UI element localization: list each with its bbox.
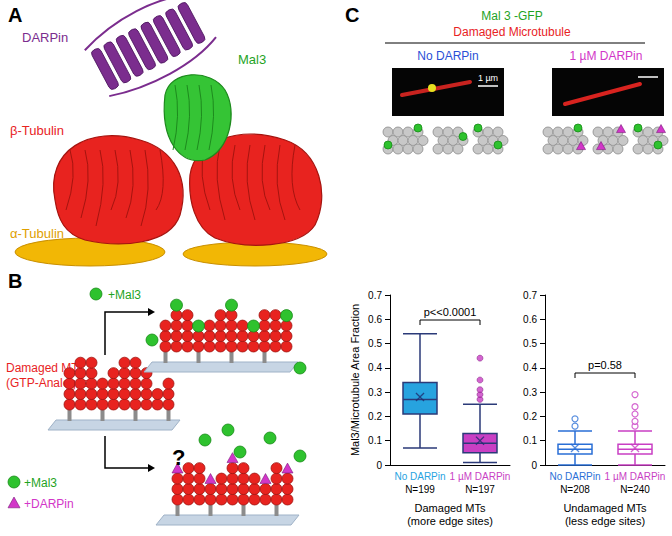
- svg-text:0.7: 0.7: [523, 290, 537, 301]
- svg-text:0.2: 0.2: [523, 411, 537, 422]
- svg-text:Undamaged MTs: Undamaged MTs: [563, 502, 647, 514]
- svg-text:Damaged MTs: Damaged MTs: [415, 502, 486, 514]
- svg-text:0.4: 0.4: [523, 362, 537, 373]
- svg-text:p=0.58: p=0.58: [588, 359, 622, 371]
- svg-text:α-Tubulin: α-Tubulin: [10, 226, 64, 241]
- svg-text:A: A: [8, 4, 22, 26]
- svg-text:N=208: N=208: [560, 484, 590, 495]
- svg-text:?: ?: [172, 445, 185, 470]
- svg-text:Damaged MT: Damaged MT: [6, 361, 79, 375]
- svg-text:(less edge sites): (less edge sites): [565, 515, 645, 527]
- svg-text:0.2: 0.2: [368, 411, 382, 422]
- svg-text:0.4: 0.4: [368, 362, 382, 373]
- svg-text:0.1: 0.1: [523, 435, 537, 446]
- svg-text:0.3: 0.3: [523, 387, 537, 398]
- svg-text:1 µm: 1 µm: [478, 73, 498, 83]
- svg-text:0.5: 0.5: [368, 338, 382, 349]
- svg-text:1 µM DARPin: 1 µM DARPin: [570, 49, 643, 63]
- svg-text:1 µM DARPin: 1 µM DARPin: [450, 471, 511, 482]
- svg-text:No DARPin: No DARPin: [394, 471, 445, 482]
- svg-text:Mal 3 -GFP: Mal 3 -GFP: [481, 9, 542, 23]
- svg-text:(GTP-Analogue): (GTP-Analogue): [6, 376, 94, 390]
- svg-text:+Mal3: +Mal3: [24, 476, 57, 490]
- svg-text:0.1: 0.1: [368, 435, 382, 446]
- svg-text:p<<0.0001: p<<0.0001: [424, 306, 477, 318]
- svg-text:N=240: N=240: [620, 484, 650, 495]
- svg-text:N=199: N=199: [405, 484, 435, 495]
- svg-text:(more edge sites): (more edge sites): [407, 515, 493, 527]
- svg-text:C: C: [345, 4, 359, 26]
- svg-text:0.6: 0.6: [523, 314, 537, 325]
- svg-text:+DARPin: +DARPin: [24, 497, 74, 511]
- svg-text:0.5: 0.5: [523, 338, 537, 349]
- svg-text:B: B: [8, 270, 22, 292]
- svg-text:No DARPin: No DARPin: [417, 49, 478, 63]
- svg-text:No DARPin: No DARPin: [549, 471, 600, 482]
- svg-text:0: 0: [531, 460, 537, 471]
- svg-text:Mal3: Mal3: [238, 52, 266, 67]
- svg-text:0.6: 0.6: [368, 314, 382, 325]
- svg-text:0: 0: [376, 460, 382, 471]
- svg-text:DARPin: DARPin: [22, 30, 68, 45]
- svg-text:1 µM DARPin: 1 µM DARPin: [605, 471, 666, 482]
- svg-text:β-Tubulin: β-Tubulin: [10, 123, 64, 138]
- svg-text:Damaged Microtubule: Damaged Microtubule: [453, 25, 571, 39]
- svg-text:Mal3/Microtubule Area Fraction: Mal3/Microtubule Area Fraction: [349, 304, 361, 456]
- svg-text:0.7: 0.7: [368, 290, 382, 301]
- svg-text:N=197: N=197: [465, 484, 495, 495]
- svg-text:0.3: 0.3: [368, 387, 382, 398]
- svg-text:+Mal3: +Mal3: [108, 288, 141, 302]
